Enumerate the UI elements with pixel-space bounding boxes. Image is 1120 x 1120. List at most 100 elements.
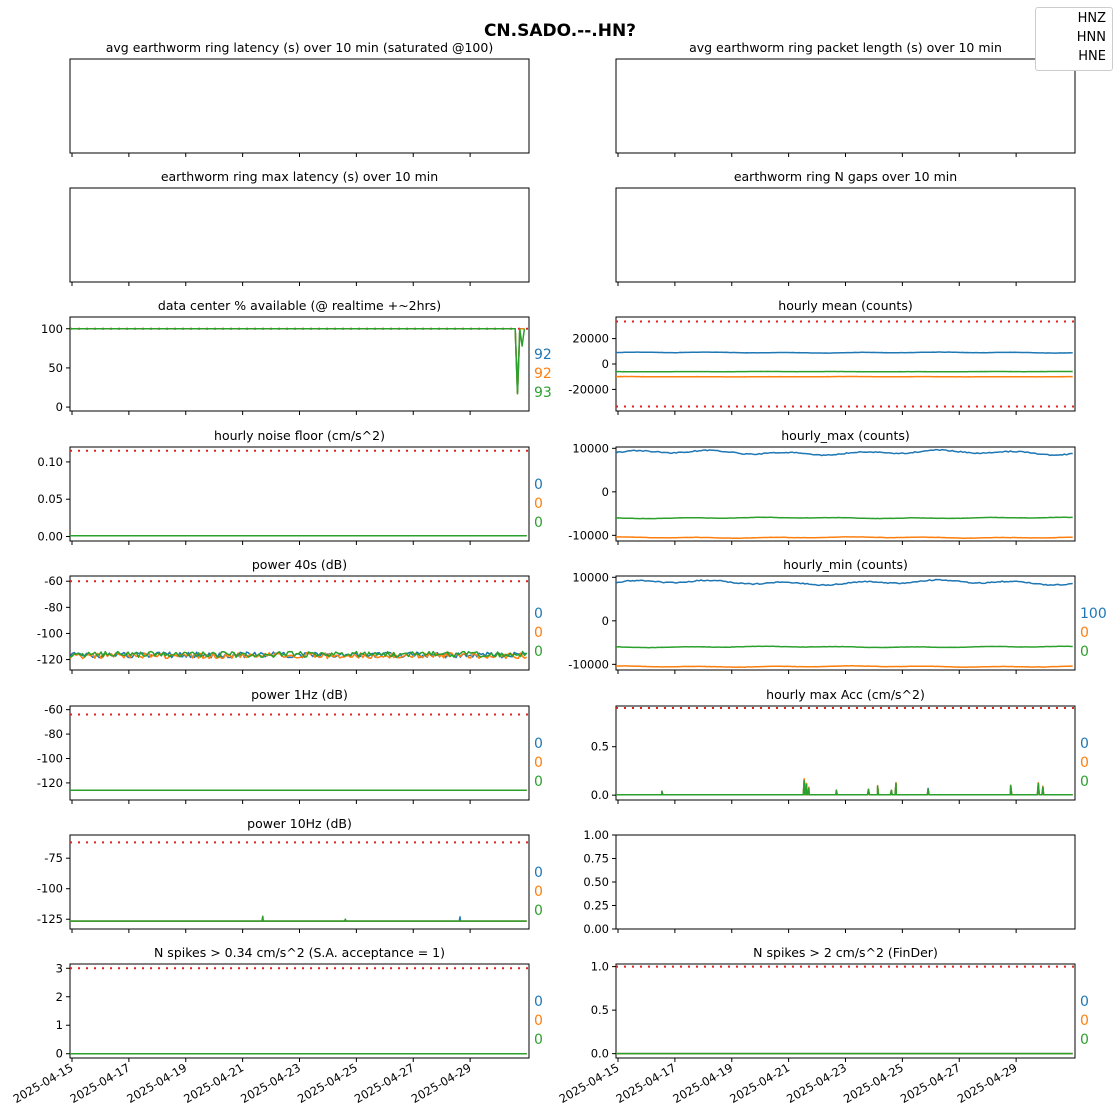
series-hnz [616,351,1073,354]
ytick-label: 1.00 [583,828,609,842]
count-label-hnn: 92 [534,366,552,382]
panel-frame [615,834,1076,930]
ytick-label: -60 [44,574,63,588]
panel-power_40s: power 40s (dB) -120 -100 -80 -60 0 0 0 [37,557,543,674]
panel-frame [615,58,1076,154]
panel-noise_floor: hourly noise floor (cm/s^2) 0.00 0.05 0.10 0… [37,428,543,545]
ytick-label: -75 [44,851,63,865]
panel-plot-area [616,706,1075,796]
series-hnn [616,777,1073,796]
count-label-hne: 0 [534,774,543,790]
count-label-hne: 0 [534,1032,543,1048]
ytick-label: 0.50 [583,875,609,889]
count-label-hnn: 0 [534,625,543,641]
count-label-hnz: 0 [534,736,543,752]
ytick-label: -120 [37,776,63,790]
xtick-label: 2025-04-23 [784,1060,849,1106]
panel-plot-area [70,327,529,395]
ytick-label: 3 [56,961,63,975]
xtick-label: 2025-04-19 [670,1060,735,1106]
panel-title: earthworm ring max latency (s) over 10 m… [161,169,438,184]
panel-plot-area [616,965,1075,1055]
xtick-label: 2025-04-15 [557,1060,622,1106]
ytick-label: -20000 [568,382,609,396]
panel-plot-area [70,841,529,922]
panel-hourly_mean: hourly mean (counts) -20000 0 20000 [568,298,1076,415]
panel-plot-area [70,967,529,1055]
series-hnn [70,328,525,394]
panel-title: power 40s (dB) [252,557,347,572]
count-label-hne: 0 [1080,774,1089,790]
count-label-hnz: 92 [534,347,552,363]
ytick-label: 0.5 [591,1003,609,1017]
ytick-label: 0 [602,485,609,499]
panel-title: hourly noise floor (cm/s^2) [214,428,385,443]
panel-frame [69,446,530,542]
panel-title: avg earthworm ring packet length (s) ove… [689,40,1002,55]
panel-frame [615,316,1076,412]
panel-max_latency: earthworm ring max latency (s) over 10 m… [69,169,530,286]
ytick-label: 100 [41,322,63,336]
ytick-label: -120 [37,653,63,667]
panel-title: N spikes > 2 cm/s^2 (FinDer) [753,945,938,960]
panel-frame [615,446,1076,542]
xtick-label: 2025-04-21 [181,1060,246,1106]
ytick-label: -100 [37,751,63,765]
panel-frame [615,705,1076,801]
panel-plot-area [616,448,1073,539]
figure-title: CN.SADO.--.HN? [484,21,636,41]
ytick-label: 0.00 [37,530,63,544]
series-hne [70,328,526,395]
ytick-label: 0.10 [37,455,63,469]
panel-title: hourly_min (counts) [783,557,908,572]
count-label-hnn: 0 [1080,1013,1089,1029]
panel-frame [69,705,530,801]
panel-spikes_034: N spikes > 0.34 cm/s^2 (S.A. acceptance … [11,945,543,1106]
series-hnn [616,536,1073,539]
ytick-label: 0 [602,357,609,371]
legend: HNZ HNN HNE [1035,7,1113,71]
panel-title: power 10Hz (dB) [247,816,352,831]
panel-hourly_max: hourly_max (counts) -10000 0 10000 [568,428,1076,545]
count-label-hne: 0 [1080,1032,1089,1048]
count-label-hnz: 100 [1080,606,1107,622]
count-label-hnn: 0 [534,1013,543,1029]
xtick-label: 2025-04-17 [613,1060,678,1106]
ytick-label: 0.0 [591,788,609,802]
count-label-hnz: 0 [534,994,543,1010]
panel-empty_panel: 0.00 0.25 0.50 0.75 1.00 [583,828,1076,936]
panel-n_gaps: earthworm ring N gaps over 10 min [615,169,1076,286]
series-hne [616,516,1073,520]
count-label-hnz: 0 [534,865,543,881]
count-label-hnn: 0 [1080,755,1089,771]
ytick-label: 10000 [572,441,609,455]
series-hne [70,650,528,658]
panel-max_acc: hourly max Acc (cm/s^2) 0.0 0.5 0 0 0 [591,687,1089,804]
ytick-label: 1 [56,1018,63,1032]
xtick-label: 2025-04-27 [898,1060,963,1106]
count-label-hne: 0 [534,515,543,531]
panel-frame [69,316,530,412]
panel-power_10hz: power 10Hz (dB) -125 -100 -75 0 0 0 [37,816,543,933]
panel-frame [69,187,530,283]
ytick-label: 0.75 [583,852,609,866]
panel-frame [69,58,530,154]
count-label-hnn: 0 [534,755,543,771]
count-label-hnn: 0 [1080,625,1089,641]
ytick-label: -80 [44,727,63,741]
panel-plot-area [616,320,1075,408]
ytick-label: -80 [44,600,63,614]
xtick-label: 2025-04-29 [409,1060,474,1106]
xtick-label: 2025-04-23 [238,1060,303,1106]
panel-title: hourly mean (counts) [778,298,912,313]
legend-item-hnz: HNZ [1077,11,1106,26]
count-label-hnz: 0 [1080,994,1089,1010]
ytick-label: -10000 [568,657,609,671]
xtick-label: 2025-04-29 [955,1060,1020,1106]
series-hne [70,915,527,922]
legend-item-hnn: HNN [1076,30,1106,45]
xtick-label: 2025-04-25 [841,1060,906,1106]
xtick-label: 2025-04-27 [352,1060,417,1106]
panel-plot-area [70,449,529,537]
